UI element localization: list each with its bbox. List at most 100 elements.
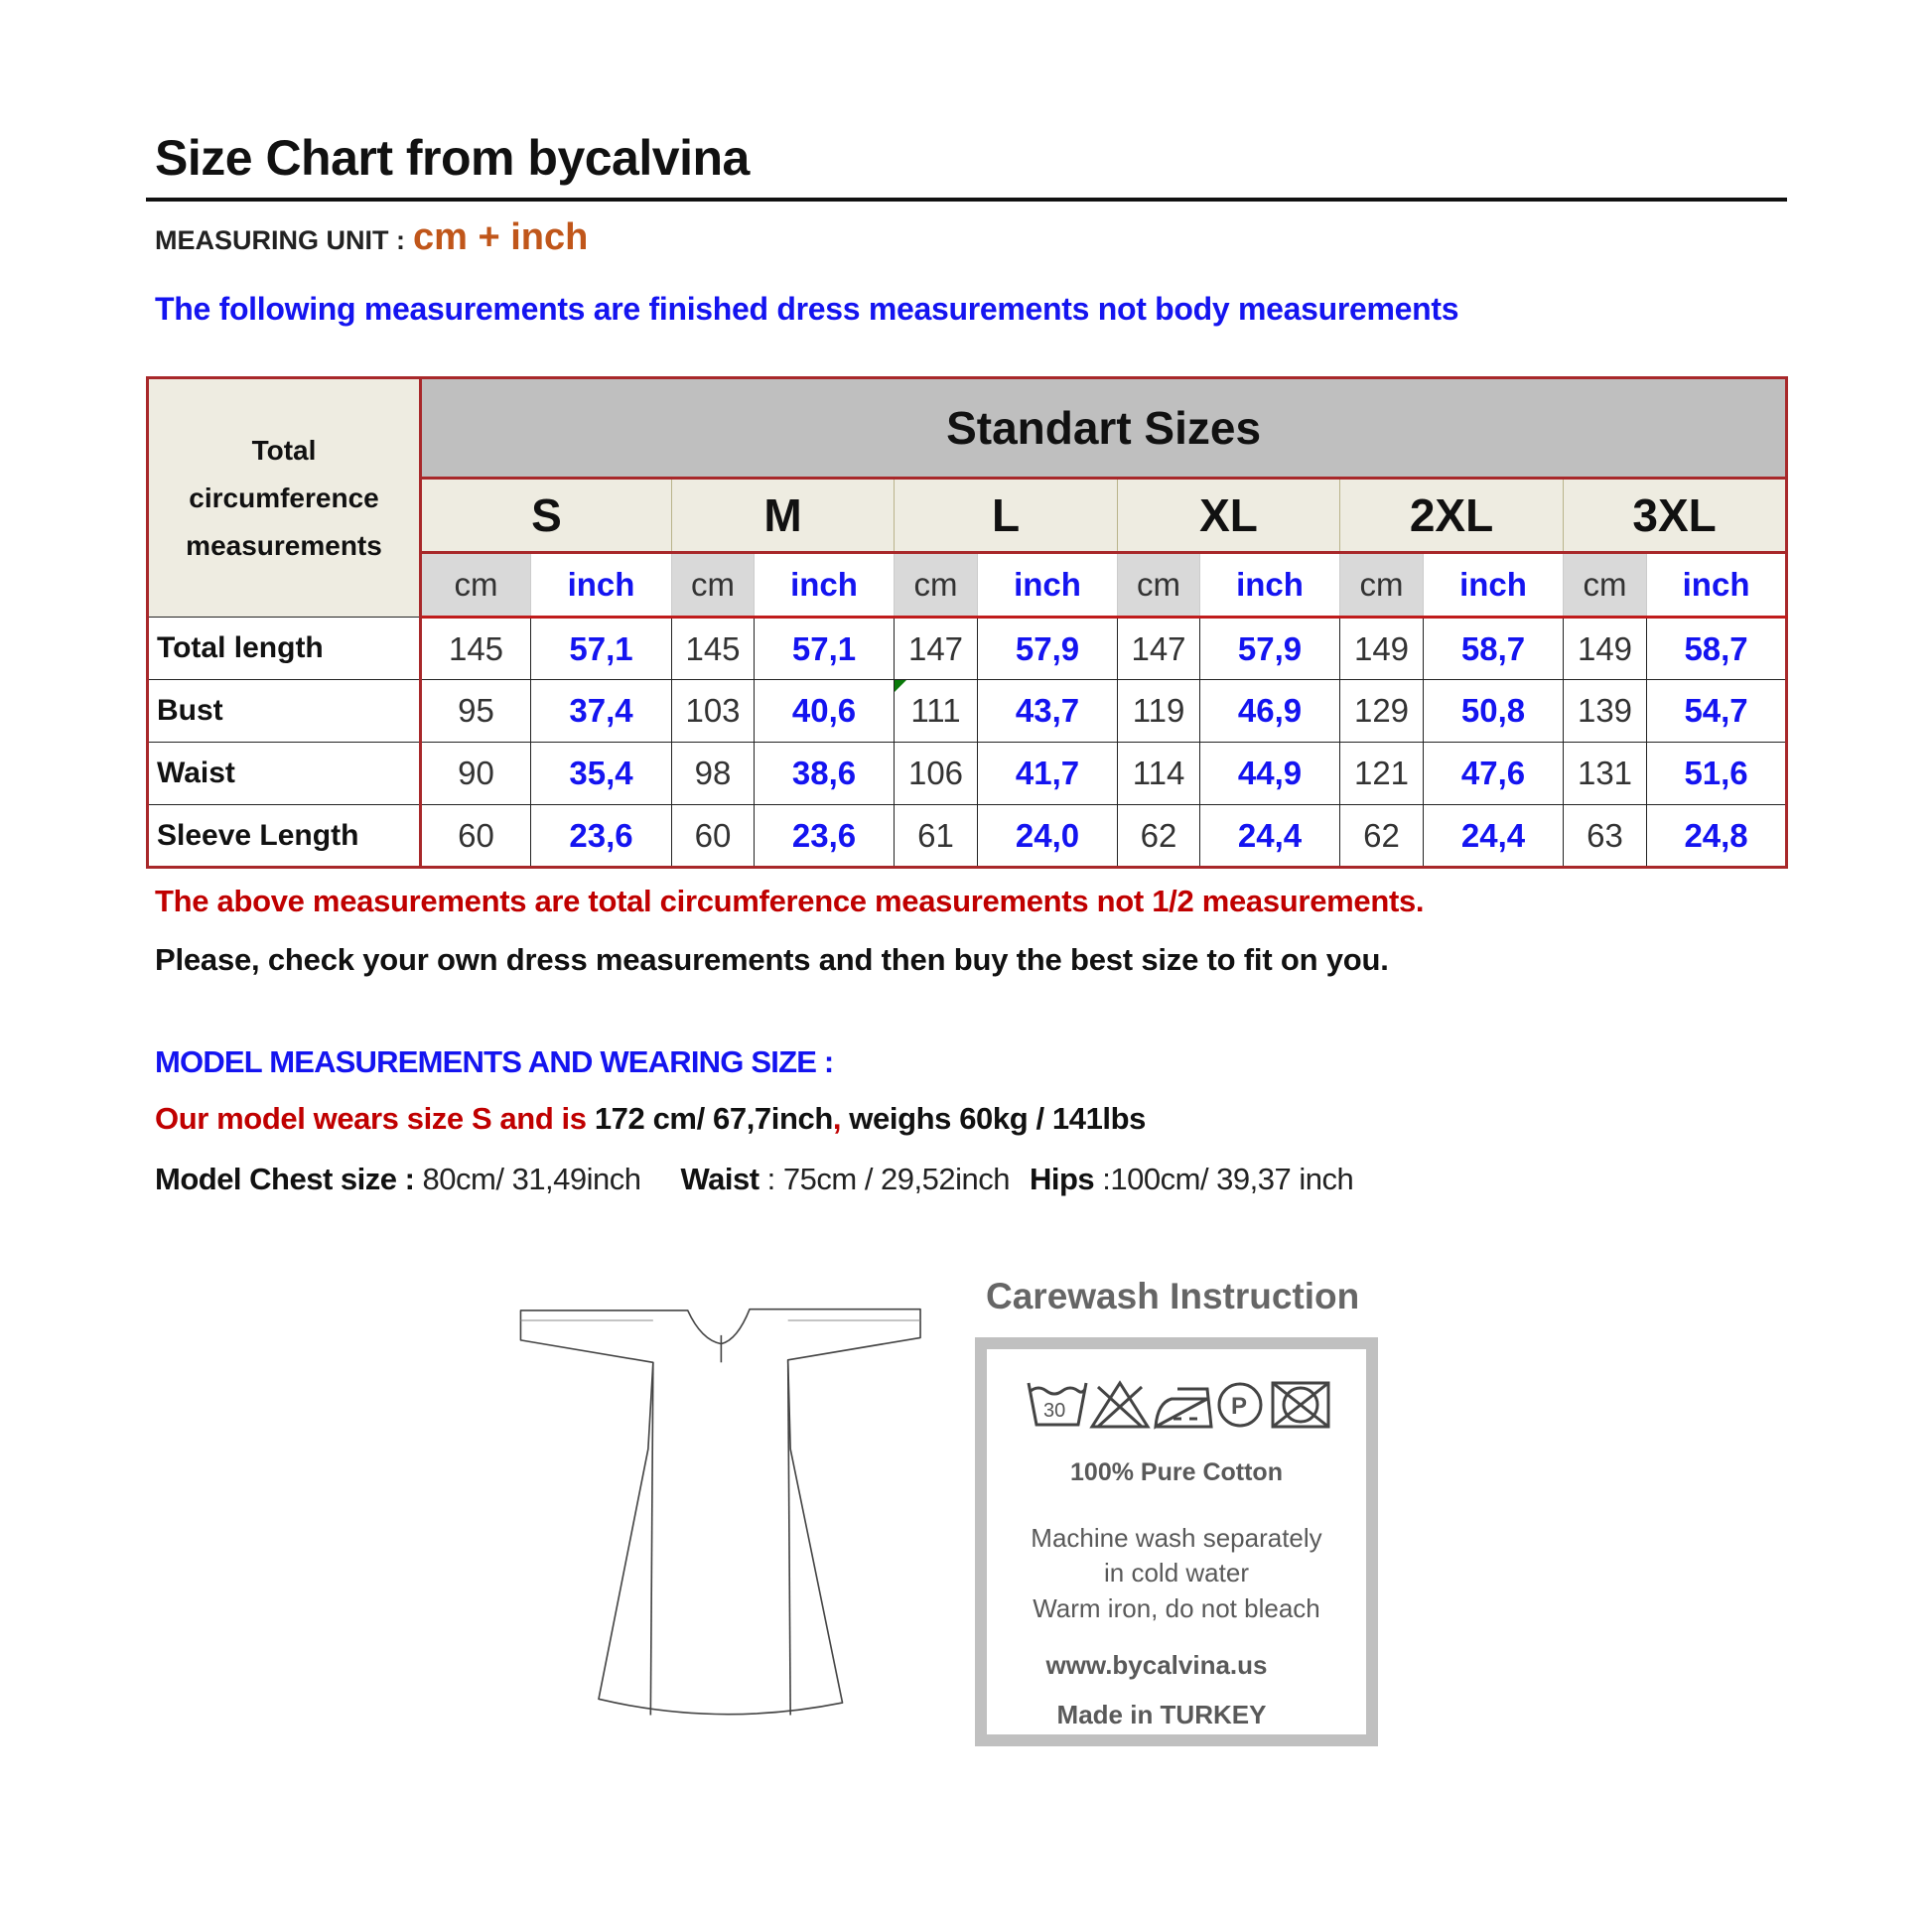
country-of-origin: Made in TURKEY bbox=[1056, 1700, 1267, 1729]
hips-value: :100cm/ 39,37 inch bbox=[1094, 1162, 1354, 1196]
hips-label: Hips bbox=[1030, 1162, 1095, 1196]
row-label: Bust bbox=[147, 679, 422, 743]
fabric-composition: 100% Pure Cotton bbox=[1070, 1458, 1283, 1486]
warm-iron-icon bbox=[1154, 1387, 1213, 1430]
inch-value-cell: 43,7 bbox=[977, 679, 1118, 743]
inch-value-cell: 50,8 bbox=[1423, 679, 1564, 743]
cm-value-cell: 121 bbox=[1339, 742, 1424, 805]
waist-label: Waist bbox=[680, 1162, 760, 1196]
corner-line: Total bbox=[251, 434, 317, 466]
cm-value-cell: 149 bbox=[1563, 617, 1647, 680]
cm-value-cell: 145 bbox=[671, 617, 755, 680]
inch-value-cell: 38,6 bbox=[754, 742, 895, 805]
dry-clean-p-icon: P bbox=[1217, 1382, 1263, 1428]
cm-value-cell: 147 bbox=[1117, 617, 1200, 680]
cm-value-cell: 111 bbox=[894, 679, 978, 743]
svg-text:30: 30 bbox=[1043, 1400, 1065, 1422]
table-row: Waist 90 35,4 98 38,6 106 41,7 114 44,9 121 47,6 13… bbox=[147, 742, 1788, 805]
inch-value-cell: 46,9 bbox=[1199, 679, 1340, 743]
page-title: Size Chart from bycalvina bbox=[155, 130, 750, 186]
cm-value-cell: 131 bbox=[1563, 742, 1647, 805]
unit-cm-header: cm bbox=[671, 552, 755, 619]
inch-value-cell: 41,7 bbox=[977, 742, 1118, 805]
corner-header: Total circumference measurements bbox=[147, 377, 422, 618]
model-weight: weighs 60kg / 141lbs bbox=[841, 1101, 1147, 1136]
size-header-2xl: 2XL bbox=[1339, 478, 1564, 554]
cm-value-cell: 139 bbox=[1563, 679, 1647, 743]
measuring-unit-label: MEASURING UNIT : bbox=[155, 225, 405, 255]
unit-inch-header: inch bbox=[1645, 552, 1788, 619]
table-row: Bust 95 37,4 103 40,6 111 43,7 119 46,9 129 50,8 13… bbox=[147, 679, 1788, 743]
cm-value-cell: 62 bbox=[1117, 804, 1200, 868]
measuring-unit-value: cm + inch bbox=[413, 216, 589, 258]
inch-value-cell: 23,6 bbox=[754, 804, 895, 868]
waist-value: : 75cm / 29,52inch bbox=[759, 1162, 1011, 1196]
chest-value: 80cm/ 31,49inch bbox=[414, 1162, 641, 1196]
svg-text:P: P bbox=[1231, 1393, 1247, 1420]
inch-value-cell: 57,9 bbox=[977, 617, 1118, 680]
cm-value-cell: 145 bbox=[420, 617, 531, 680]
inch-value-cell: 51,6 bbox=[1645, 742, 1788, 805]
inch-value-cell: 54,7 bbox=[1645, 679, 1788, 743]
inch-value-cell: 35,4 bbox=[530, 742, 672, 805]
dress-sketch bbox=[519, 1308, 921, 1716]
cm-value-cell: 103 bbox=[671, 679, 755, 743]
carewash-title: Carewash Instruction bbox=[986, 1276, 1360, 1316]
cm-value-cell: 63 bbox=[1563, 804, 1647, 868]
row-label: Sleeve Length bbox=[147, 804, 422, 868]
model-wears-prefix: Our model wears size S and is bbox=[155, 1101, 595, 1136]
inch-value-cell: 40,6 bbox=[754, 679, 895, 743]
inch-value-cell: 57,1 bbox=[754, 617, 895, 680]
inch-value-cell: 24,8 bbox=[1645, 804, 1788, 868]
size-header-m: M bbox=[671, 478, 895, 554]
unit-cm-header: cm bbox=[1117, 552, 1200, 619]
size-header-l: L bbox=[894, 478, 1118, 554]
cm-value-cell: 119 bbox=[1117, 679, 1200, 743]
unit-inch-header: inch bbox=[530, 552, 672, 619]
circumference-note: The above measurements are total circumf… bbox=[155, 884, 1425, 918]
standard-sizes-header: Standart Sizes bbox=[419, 377, 1788, 480]
cm-value-cell: 90 bbox=[420, 742, 531, 805]
cm-value-cell: 95 bbox=[420, 679, 531, 743]
title-divider bbox=[146, 198, 1787, 202]
cm-value-cell: 106 bbox=[894, 742, 978, 805]
unit-inch-header: inch bbox=[1199, 552, 1340, 619]
table-row: Sleeve Length 60 23,6 60 23,6 61 24,0 62 24,4 62 2… bbox=[147, 804, 1788, 868]
iron-instruction: Warm iron, do not bleach bbox=[1033, 1593, 1320, 1623]
inch-value-cell: 57,9 bbox=[1199, 617, 1340, 680]
cm-value-cell: 60 bbox=[420, 804, 531, 868]
cm-value-cell: 61 bbox=[894, 804, 978, 868]
wash-instruction-line-2: in cold water bbox=[1104, 1558, 1249, 1587]
corner-line: measurements bbox=[186, 529, 382, 561]
corner-line: circumference bbox=[189, 482, 379, 513]
inch-value-cell: 23,6 bbox=[530, 804, 672, 868]
size-header-3xl: 3XL bbox=[1562, 478, 1788, 554]
unit-inch-header: inch bbox=[977, 552, 1118, 619]
model-wearing-size: Our model wears size S and is 172 cm/ 67… bbox=[155, 1101, 1146, 1137]
wash-30-icon: 30 bbox=[1027, 1382, 1088, 1427]
cm-value-cell: 114 bbox=[1117, 742, 1200, 805]
care-icons: 30 P bbox=[1027, 1380, 1330, 1430]
cm-value-cell: 129 bbox=[1339, 679, 1424, 743]
cm-value-cell: 98 bbox=[671, 742, 755, 805]
wash-instruction-line-1: Machine wash separately bbox=[1031, 1523, 1322, 1553]
inch-value-cell: 37,4 bbox=[530, 679, 672, 743]
model-heading: MODEL MEASUREMENTS AND WEARING SIZE : bbox=[155, 1044, 834, 1079]
inch-value-cell: 44,9 bbox=[1199, 742, 1340, 805]
inch-value-cell: 24,4 bbox=[1199, 804, 1340, 868]
website-link[interactable]: www.bycalvina.us bbox=[1045, 1650, 1268, 1680]
measuring-unit: MEASURING UNIT : cm + inch bbox=[155, 216, 588, 259]
inch-value-cell: 58,7 bbox=[1645, 617, 1788, 680]
unit-inch-header: inch bbox=[754, 552, 895, 619]
unit-cm-header: cm bbox=[420, 552, 531, 619]
inch-value-cell: 47,6 bbox=[1423, 742, 1564, 805]
cm-value-cell: 60 bbox=[671, 804, 755, 868]
cm-value-cell: 147 bbox=[894, 617, 978, 680]
model-height: 172 cm/ 67,7inch bbox=[594, 1101, 833, 1136]
comma: , bbox=[832, 1101, 842, 1136]
model-body-measurements: Model Chest size : 80cm/ 31,49inch Waist … bbox=[155, 1162, 1354, 1197]
inch-value-cell: 24,4 bbox=[1423, 804, 1564, 868]
care-label: 30 P 100% Pure Cotton Machine wash separ… bbox=[975, 1337, 1378, 1746]
inch-value-cell: 24,0 bbox=[977, 804, 1118, 868]
inch-value-cell: 57,1 bbox=[530, 617, 672, 680]
